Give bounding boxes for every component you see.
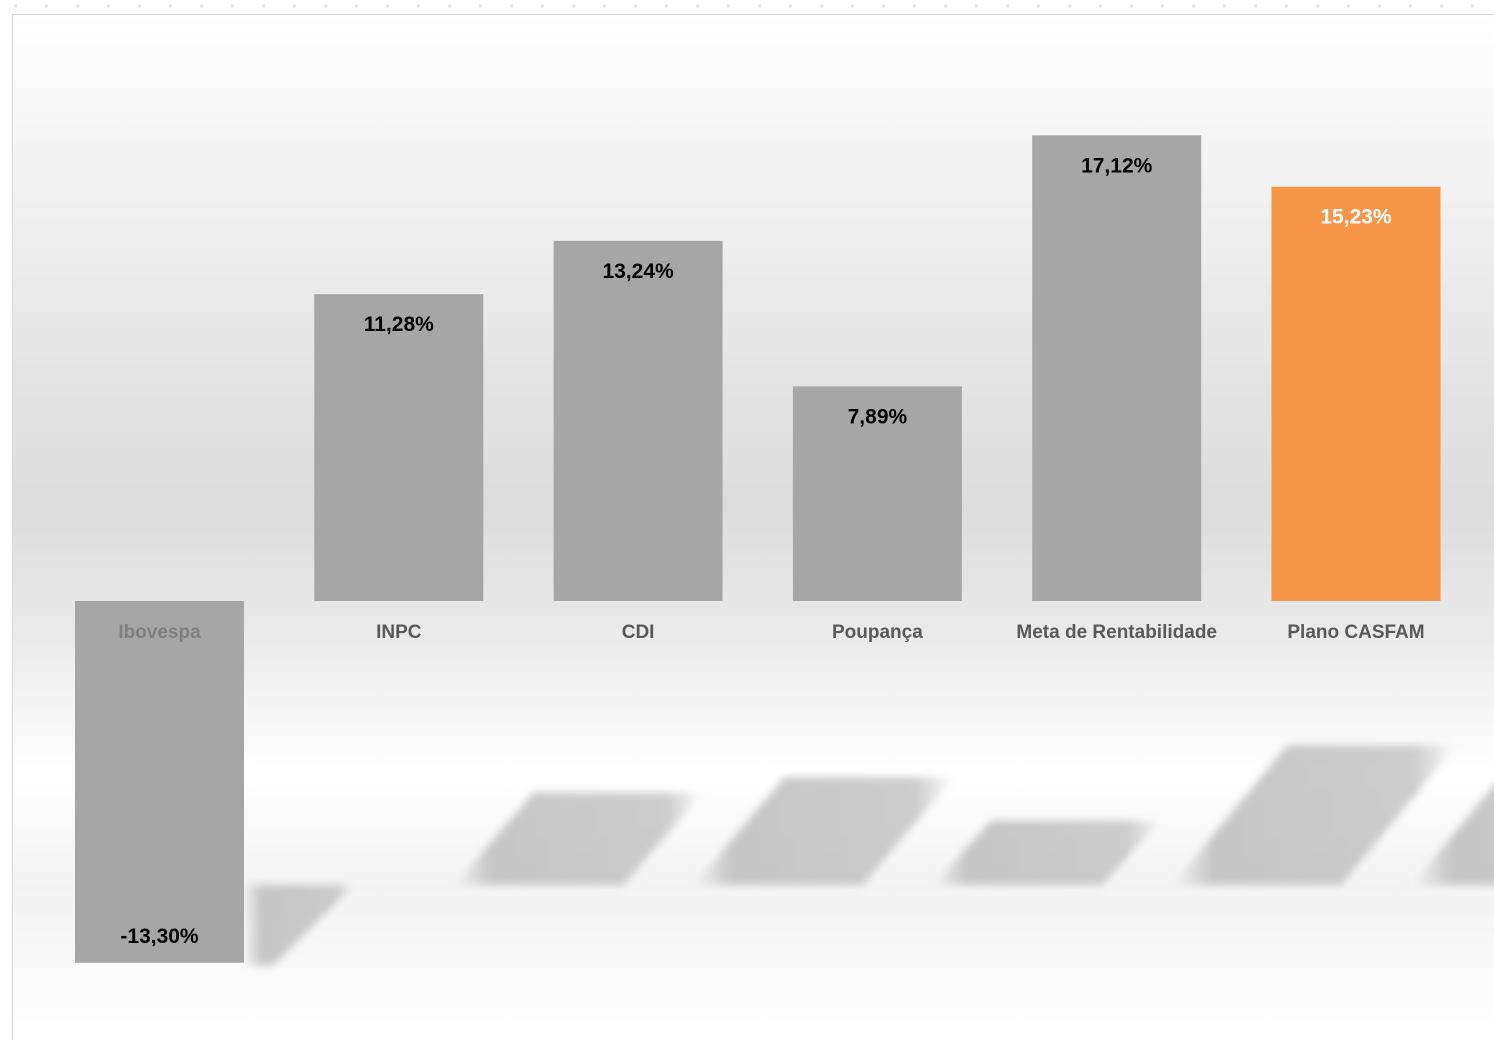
value-label-ibovespa: -13,30% bbox=[120, 925, 199, 948]
bar-shadow-cdi bbox=[694, 777, 954, 885]
value-label-cdi: 13,24% bbox=[602, 260, 674, 283]
bar-shadow-inpc bbox=[454, 793, 702, 885]
bar-meta-de-rentabilidade bbox=[1032, 135, 1201, 601]
bar-cdi bbox=[554, 241, 723, 601]
value-label-meta-de-rentabilidade: 17,12% bbox=[1081, 154, 1153, 177]
value-label-poupan-a: 7,89% bbox=[848, 405, 908, 428]
category-label-plano-casfam: Plano CASFAM bbox=[1287, 622, 1424, 643]
bar-inpc bbox=[314, 294, 483, 601]
bar-shadow-ibovespa bbox=[244, 885, 354, 965]
category-label-meta-de-rentabilidade: Meta de Rentabilidade bbox=[1016, 622, 1217, 643]
value-label-inpc: 11,28% bbox=[364, 313, 434, 336]
bar-chart: -13,30% Ibovespa 11,28% INPC 13,24% CDI 7,89% P… bbox=[13, 15, 1494, 1040]
reflection-shadows bbox=[244, 745, 1494, 965]
value-label-plano-casfam: 15,23% bbox=[1320, 206, 1392, 229]
bar-shadow-poupan-a bbox=[933, 821, 1160, 885]
category-label-inpc: INPC bbox=[376, 622, 422, 643]
category-label-poupan-a: Poupança bbox=[832, 622, 923, 643]
bar-plano-casfam bbox=[1272, 187, 1441, 601]
bar-ibovespa bbox=[75, 601, 244, 963]
chart-area: -13,30% Ibovespa 11,28% INPC 13,24% CDI 7,89% P… bbox=[12, 14, 1494, 1040]
bar-shadow-meta-de-rentabilidade bbox=[1172, 745, 1456, 885]
category-label-cdi: CDI bbox=[622, 622, 655, 643]
top-border-dots bbox=[0, 0, 1494, 12]
category-label-ibovespa: Ibovespa bbox=[118, 622, 201, 643]
